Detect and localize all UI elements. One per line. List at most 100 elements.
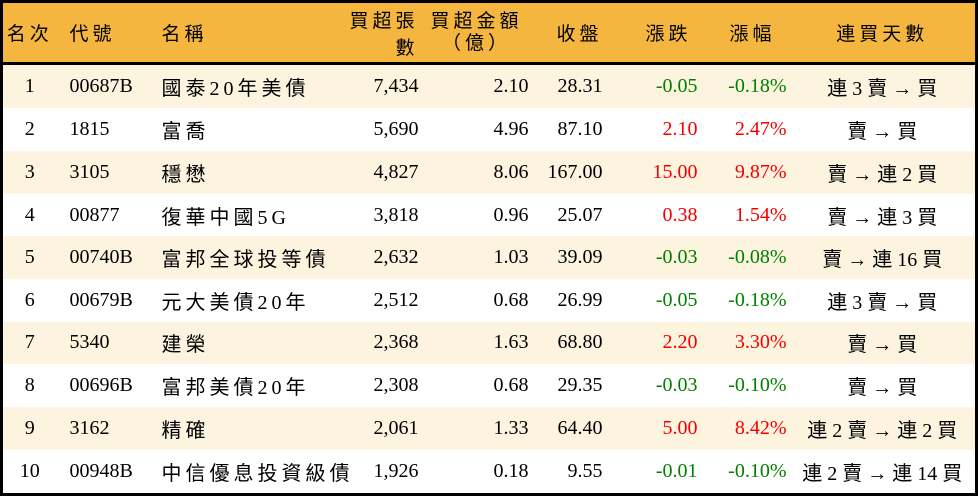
cell-change: 2.20 <box>662 331 698 354</box>
cell-name: 精確 <box>161 419 210 442</box>
cell-rank: 10 <box>19 459 40 482</box>
cell-code: 00948B <box>69 459 133 482</box>
table-row: 1 00687B 國泰20年美債 7,434 2.10 28.31 -0.05 … <box>1 63 977 109</box>
table-row: 3 3105 穩懋 4,827 8.06 167.00 15.00 9.87% … <box>1 151 977 194</box>
cell-change-pct: 8.42% <box>734 416 787 439</box>
table-body: 1 00687B 國泰20年美債 7,434 2.10 28.31 -0.05 … <box>1 63 977 495</box>
col-header-amount-line2: （億） <box>441 32 511 54</box>
cell-rank: 8 <box>24 374 35 397</box>
cell-amount: 0.68 <box>493 374 529 397</box>
table-row: 2 1815 富喬 5,690 4.96 87.10 2.10 2.47% 賣 … <box>1 108 977 152</box>
table-row: 7 5340 建榮 2,368 1.63 68.80 2.20 3.30% 賣 … <box>1 321 977 365</box>
col-header-close: 收盤 <box>531 1 607 65</box>
cell-change: 2.10 <box>662 118 698 141</box>
cell-change-pct: -0.18% <box>728 288 787 311</box>
cell-change: -0.05 <box>655 75 698 98</box>
cell-change-pct: 3.30% <box>734 331 787 354</box>
col-header-amount: 買超金額 （億） <box>421 1 532 65</box>
cell-change: 0.38 <box>662 203 698 226</box>
cell-name: 復華中國5G <box>161 206 290 229</box>
cell-streak: 賣 → 連 2 買 <box>827 163 938 186</box>
table-row: 6 00679B 元大美債20年 2,512 0.68 26.99 -0.05 … <box>1 278 977 322</box>
cell-code: 00740B <box>69 246 133 269</box>
col-header-rank: 名次 <box>1 1 57 65</box>
cell-amount: 0.18 <box>493 459 529 482</box>
cell-streak: 賣 → 連 16 買 <box>822 249 943 272</box>
cell-change-pct: -0.08% <box>728 246 787 269</box>
cell-amount: 0.96 <box>493 203 529 226</box>
cell-change: -0.01 <box>655 459 698 482</box>
cell-volume: 2,632 <box>373 246 419 269</box>
cell-change: 15.00 <box>652 160 698 183</box>
cell-close: 167.00 <box>547 160 603 183</box>
cell-streak: 賣 → 買 <box>847 121 918 144</box>
cell-rank: 9 <box>24 416 35 439</box>
cell-amount: 4.96 <box>493 118 529 141</box>
cell-streak: 賣 → 連 3 買 <box>827 206 938 229</box>
cell-close: 9.55 <box>567 459 603 482</box>
cell-amount: 2.10 <box>493 75 529 98</box>
table-row: 10 00948B 中信優息投資級債 1,926 0.18 9.55 -0.01… <box>1 449 977 495</box>
cell-code: 3162 <box>69 416 110 439</box>
cell-code: 00696B <box>69 374 133 397</box>
cell-volume: 3,818 <box>373 203 419 226</box>
cell-close: 87.10 <box>557 118 603 141</box>
cell-amount: 1.33 <box>493 416 529 439</box>
cell-volume: 4,827 <box>373 160 419 183</box>
cell-code: 00687B <box>69 75 133 98</box>
cell-rank: 7 <box>24 331 35 354</box>
col-header-change-pct: 漲幅 <box>701 1 790 65</box>
cell-close: 39.09 <box>557 246 603 269</box>
cell-streak: 連 2 賣 → 連 2 買 <box>807 419 958 442</box>
cell-name: 建榮 <box>161 334 210 357</box>
cell-change-pct: 1.54% <box>734 203 787 226</box>
cell-code: 5340 <box>69 331 110 354</box>
cell-streak: 賣 → 買 <box>847 334 918 357</box>
cell-close: 64.40 <box>557 416 603 439</box>
cell-volume: 1,926 <box>373 459 419 482</box>
cell-close: 29.35 <box>557 374 603 397</box>
col-header-volume: 買超張數 <box>336 1 422 65</box>
cell-close: 25.07 <box>557 203 603 226</box>
cell-change-pct: -0.10% <box>728 374 787 397</box>
col-header-change: 漲跌 <box>606 1 702 65</box>
cell-code: 00877 <box>69 203 120 226</box>
table-row: 8 00696B 富邦美債20年 2,308 0.68 29.35 -0.03 … <box>1 364 977 407</box>
cell-rank: 1 <box>24 75 35 98</box>
cell-name: 富喬 <box>161 121 210 144</box>
cell-close: 26.99 <box>557 288 603 311</box>
cell-volume: 2,061 <box>373 416 419 439</box>
table-row: 5 00740B 富邦全球投等債 2,632 1.03 39.09 -0.03 … <box>1 236 977 279</box>
cell-name: 穩懋 <box>161 163 210 186</box>
cell-code: 3105 <box>69 160 110 183</box>
cell-name: 元大美債20年 <box>161 291 310 314</box>
col-header-name: 名稱 <box>151 1 337 65</box>
col-header-streak: 連買天數 <box>789 1 977 65</box>
cell-close: 28.31 <box>557 75 603 98</box>
header-row: 名次 代號 名稱 買超張數 買超金額 （億） 收盤 漲跌 漲幅 連買天數 <box>1 1 977 65</box>
cell-volume: 2,512 <box>373 288 419 311</box>
cell-change: -0.05 <box>655 288 698 311</box>
table-header: 名次 代號 名稱 買超張數 買超金額 （億） 收盤 漲跌 漲幅 連買天數 <box>1 1 977 65</box>
cell-change: 5.00 <box>662 416 698 439</box>
cell-amount: 1.63 <box>493 331 529 354</box>
cell-volume: 7,434 <box>373 75 419 98</box>
table-row: 9 3162 精確 2,061 1.33 64.40 5.00 8.42% 連 … <box>1 406 977 450</box>
cell-change-pct: 9.87% <box>734 160 787 183</box>
cell-rank: 6 <box>24 288 35 311</box>
cell-rank: 3 <box>24 160 35 183</box>
cell-amount: 1.03 <box>493 246 529 269</box>
cell-rank: 5 <box>24 246 35 269</box>
cell-change-pct: -0.10% <box>728 459 787 482</box>
cell-amount: 8.06 <box>493 160 529 183</box>
cell-name: 國泰20年美債 <box>161 78 310 101</box>
cell-change-pct: -0.18% <box>728 75 787 98</box>
cell-change-pct: 2.47% <box>734 118 787 141</box>
cell-volume: 5,690 <box>373 118 419 141</box>
cell-close: 68.80 <box>557 331 603 354</box>
table-row: 4 00877 復華中國5G 3,818 0.96 25.07 0.38 1.5… <box>1 193 977 237</box>
col-header-amount-line1: 買超金額 <box>430 10 523 32</box>
cell-change: -0.03 <box>655 246 698 269</box>
